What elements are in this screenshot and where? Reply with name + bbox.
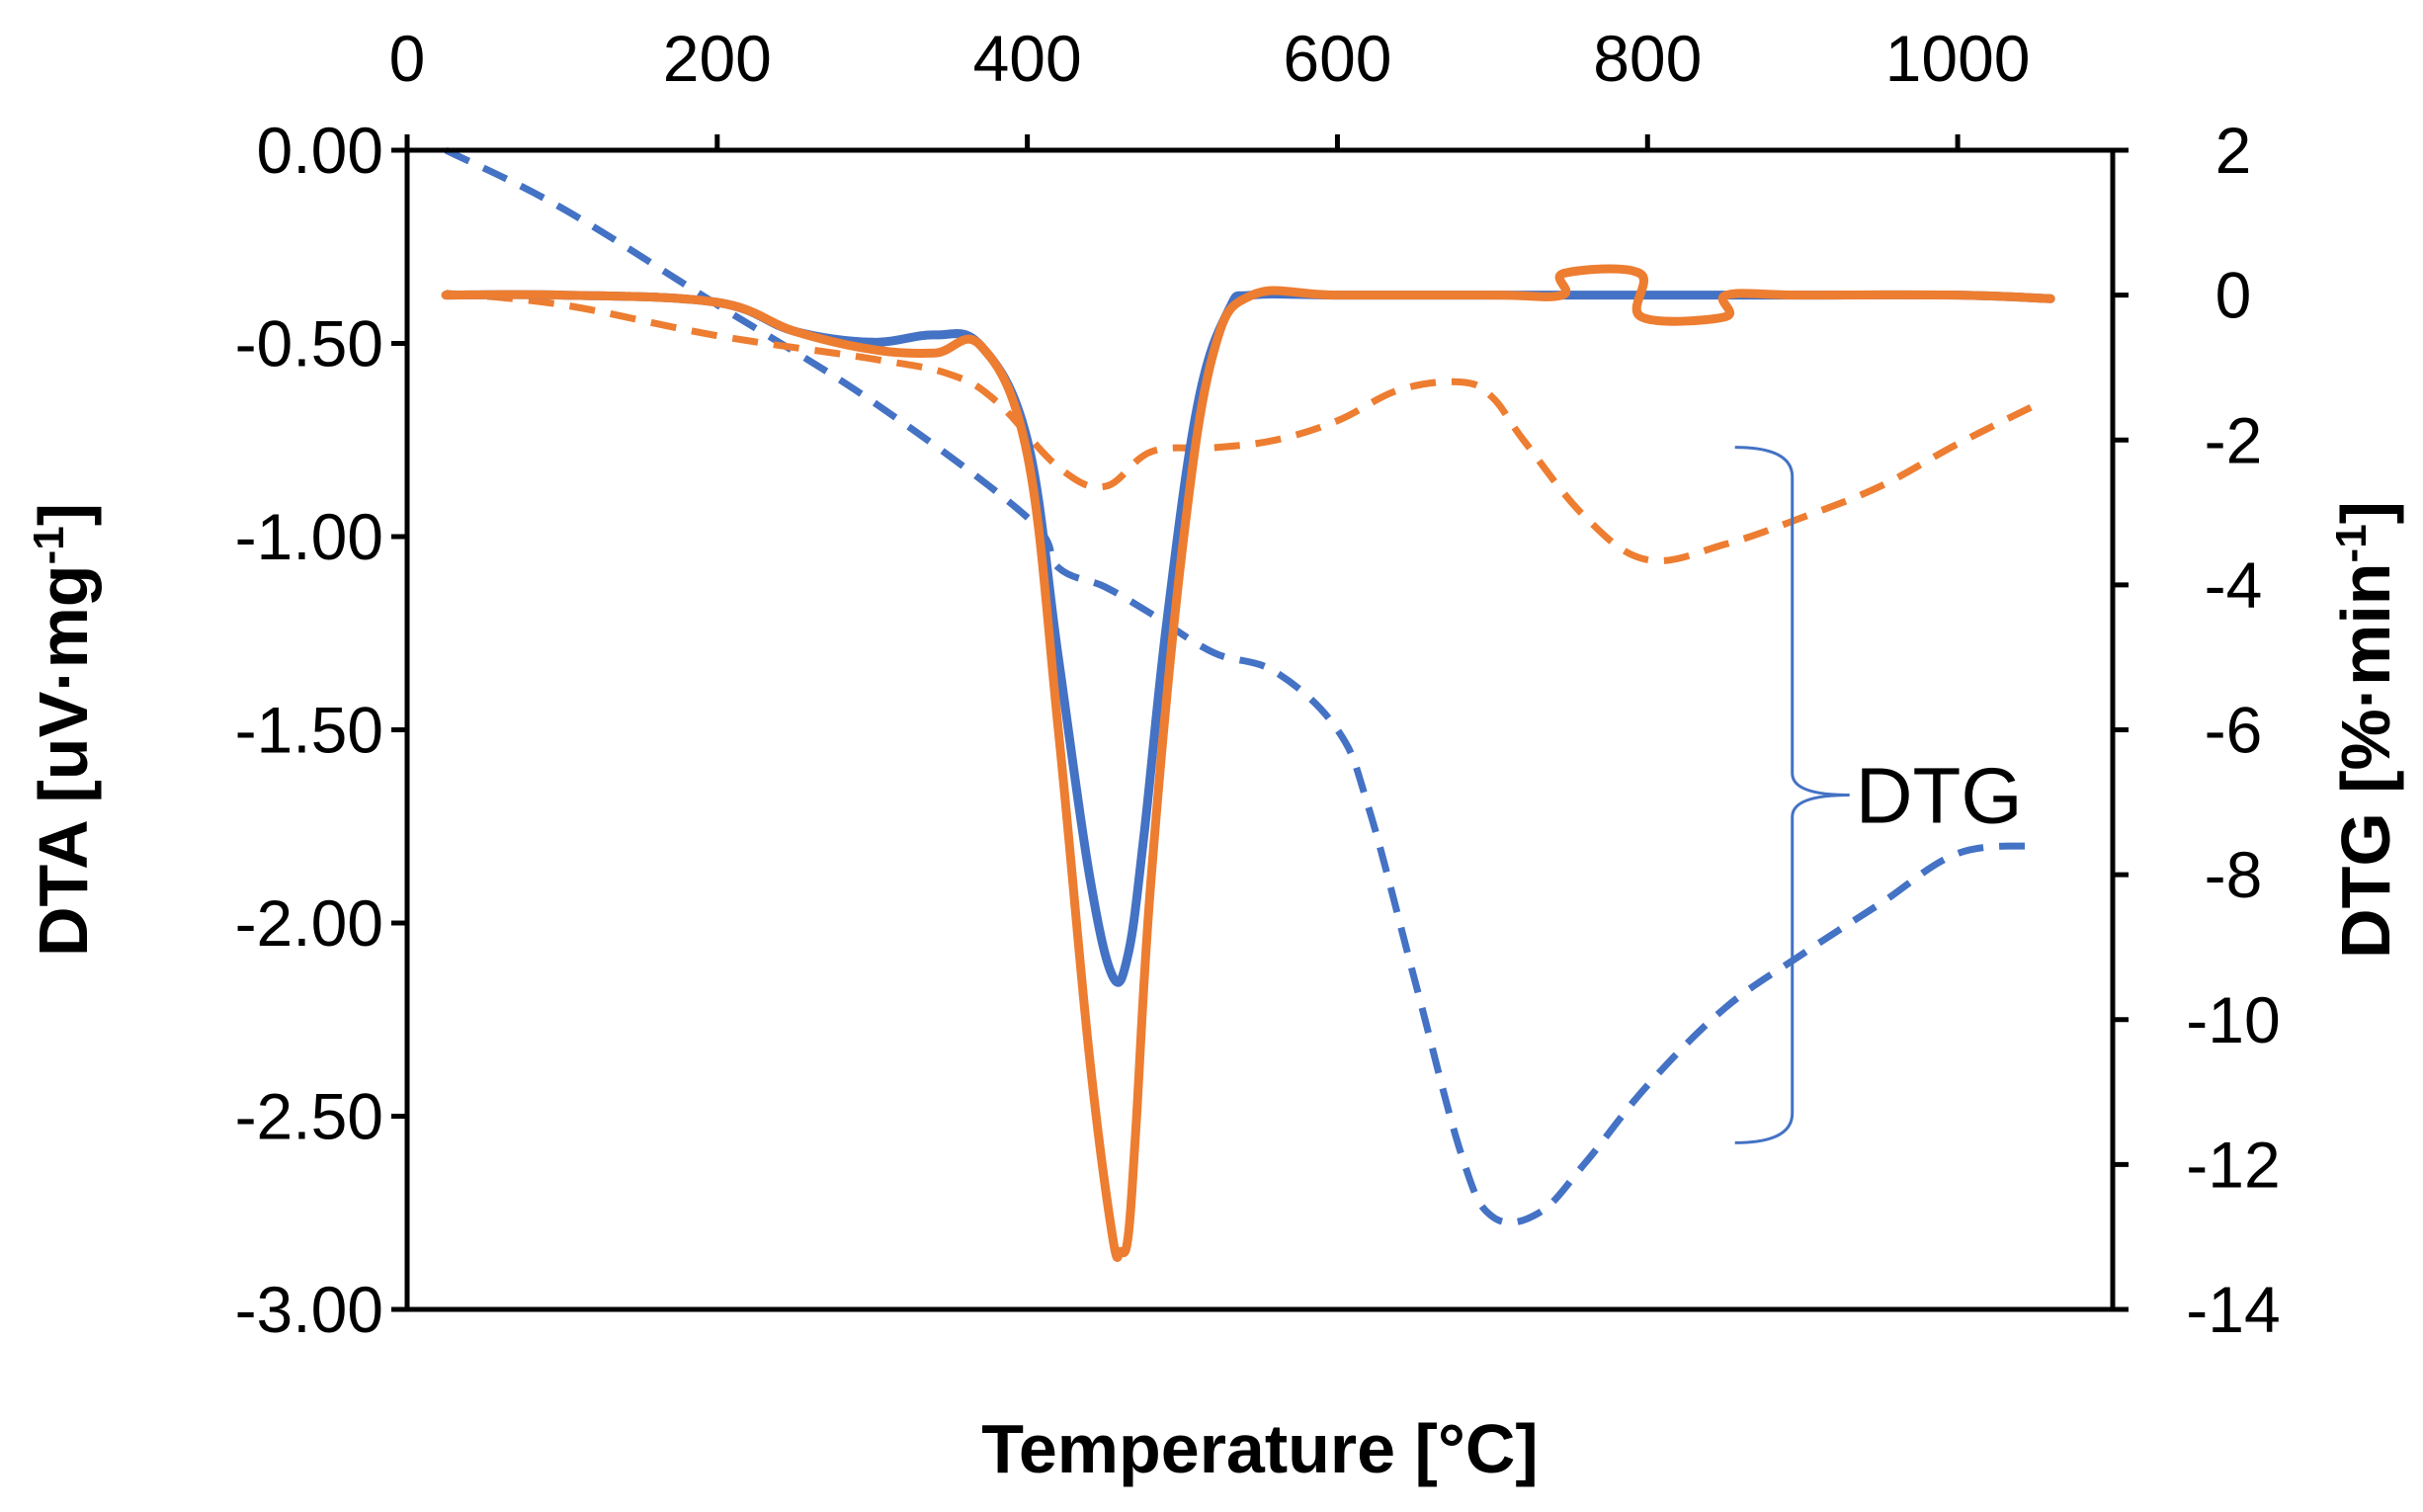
x-tick-label: 400 (973, 22, 1082, 95)
y-right-tick-label: -2 (2205, 403, 2263, 476)
y-left-tick-label: 0.00 (257, 114, 383, 187)
series-line-1 (441, 264, 2055, 1262)
y-left-tick-label: -3.00 (235, 1273, 383, 1346)
x-tick-label: 600 (1283, 22, 1391, 95)
x-tick-label: 1000 (1885, 22, 2031, 95)
brace-shape (1734, 446, 1850, 1144)
y-left-title-main: DTA [uV·mg (25, 564, 102, 957)
y-right-tick-label: -10 (2186, 983, 2280, 1056)
y-right-tick-label: 0 (2215, 259, 2252, 332)
y-left-title-sup: -1 (25, 526, 73, 564)
y-right-title-main: DTG [%·min (2327, 562, 2404, 959)
y-right-axis-title: DTG [%·min-1] (2327, 501, 2405, 959)
series-line-2 (444, 146, 2036, 1226)
x-axis-title: Temperature [°C] (981, 1410, 1538, 1487)
y-right-tick-label: -4 (2205, 548, 2263, 622)
x-tick-label: 200 (663, 22, 772, 95)
series-line-3 (445, 290, 2038, 564)
x-tick-label: 0 (389, 22, 426, 95)
y-right-tick-label: -8 (2205, 838, 2263, 911)
y-left-tick-label: -0.50 (235, 307, 383, 380)
y-right-title-sup: -1 (2327, 524, 2376, 562)
y-left-title-end: ] (25, 503, 102, 526)
y-right-title-end: ] (2327, 501, 2404, 524)
series-line-0 (441, 289, 2055, 987)
ticks-layer: 0 200 400 600 800 1000 0.00 -0.50 -1.00 -1.50 -2.0… (235, 22, 2281, 1346)
brace-annotation: DTG (1734, 446, 2023, 1144)
y-left-tick-label: -2.50 (235, 1080, 383, 1153)
y-left-axis-title: DTA [uV·mg-1] (25, 503, 103, 957)
y-right-tick-label: -6 (2205, 694, 2263, 767)
brace-label: DTG (1856, 751, 2023, 839)
y-left-tick-label: -1.00 (235, 500, 383, 573)
series-layer (441, 146, 2055, 1262)
y-right-tick-label: -14 (2186, 1273, 2280, 1346)
y-left-tick-label: -2.00 (235, 886, 383, 960)
x-tick-label: 800 (1593, 22, 1702, 95)
y-right-tick-label: -12 (2186, 1128, 2280, 1201)
y-left-tick-label: -1.50 (235, 694, 383, 767)
y-right-tick-label: 2 (2215, 114, 2252, 187)
